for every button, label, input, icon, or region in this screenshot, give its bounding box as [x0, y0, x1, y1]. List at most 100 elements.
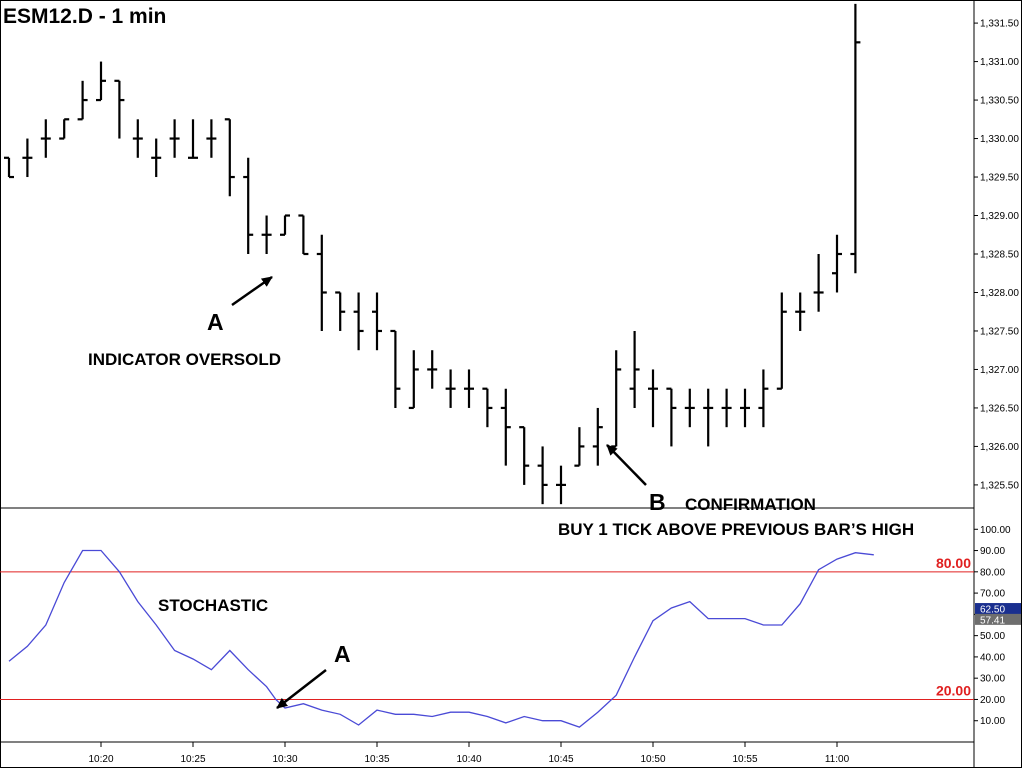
price-tick-label: 1,327.00 [980, 365, 1019, 376]
ohlc-bar [592, 407, 603, 466]
ohlc-bar [464, 369, 474, 408]
arrow-a-stochastic [276, 669, 327, 709]
stochastic-levels: 80.00 20.00 [0, 555, 974, 700]
price-bars [4, 3, 861, 505]
time-tick-label: 10:20 [88, 754, 113, 765]
annotation-b: B [649, 489, 666, 515]
ohlc-bar [372, 292, 382, 351]
stochastic-tick-label: 40.00 [980, 652, 1005, 663]
stochastic-tick-label: 80.00 [980, 567, 1005, 578]
annotation-stochastic: STOCHASTIC [158, 596, 268, 615]
ohlc-bar [22, 138, 33, 178]
stochastic-tick-label: 10.00 [980, 716, 1005, 727]
ohlc-bar [776, 292, 787, 390]
stochastic-tick-label: 70.00 [980, 589, 1005, 600]
ohlc-bar [740, 388, 750, 428]
stochastic-value-tag-label: 62.50 [980, 605, 1005, 616]
annotation-a-price: A [207, 309, 224, 335]
stochastic-tick-label: 20.00 [980, 695, 1005, 706]
ohlc-bar [408, 350, 419, 410]
ohlc-bar [666, 387, 677, 447]
ohlc-bar [427, 350, 438, 389]
stochastic-value-tag [975, 613, 1021, 625]
ohlc-bar [574, 427, 585, 467]
time-tick-label: 10:35 [364, 754, 389, 765]
price-tick-label: 1,327.50 [980, 326, 1019, 337]
ohlc-bar [813, 254, 824, 312]
ohlc-bar [445, 369, 456, 408]
time-tick-label: 10:55 [732, 754, 757, 765]
stochastic-line [8, 549, 874, 728]
ohlc-bar [684, 388, 695, 428]
ohlc-bar [114, 79, 125, 139]
ohlc-bar [519, 426, 530, 485]
ohlc-bar [629, 330, 640, 408]
ohlc-bar [353, 292, 364, 351]
price-tick-label: 1,329.00 [980, 211, 1019, 222]
ohlc-bar [206, 119, 217, 158]
ohlc-bar [335, 291, 346, 331]
price-tick-label: 1,331.00 [980, 57, 1019, 68]
ohlc-bar [4, 156, 14, 179]
time-tick-label: 10:50 [640, 754, 665, 765]
ohlc-bar [59, 118, 70, 140]
price-axis: 1,325.50 1,326.00 1,326.50 1,327.00 1,327.50… [974, 19, 1019, 491]
stochastic-level-label: 20.00 [936, 682, 971, 698]
time-tick-label: 10:45 [548, 754, 573, 765]
ohlc-bar [556, 465, 566, 505]
ohlc-bar [224, 118, 235, 197]
price-tick-label: 1,326.00 [980, 442, 1019, 453]
ohlc-bar [261, 215, 272, 254]
chart-title: ESM12.D - 1 min [3, 5, 166, 28]
price-tick-label: 1,330.00 [980, 134, 1019, 145]
ohlc-bar [151, 138, 162, 178]
price-tick-label: 1,330.50 [980, 96, 1019, 107]
ohlc-bar [132, 119, 143, 158]
ohlc-bar [243, 157, 254, 254]
ohlc-bar [482, 387, 493, 428]
time-tick-label: 11:00 [825, 754, 850, 765]
price-tick-label: 1,328.50 [980, 250, 1019, 261]
stochastic-tick-label: 50.00 [980, 631, 1005, 642]
stochastic-tick-label: 90.00 [980, 546, 1005, 557]
stochastic-value-tag [975, 603, 1021, 615]
ohlc-bar [648, 369, 658, 428]
ohlc-bar [40, 119, 51, 158]
ohlc-bar [832, 234, 842, 293]
stochastic-tick-label: 30.00 [980, 674, 1005, 685]
price-tick-label: 1,328.00 [980, 288, 1019, 299]
ohlc-bar [316, 234, 327, 331]
ohlc-bar [850, 3, 861, 274]
arrow-a-price [231, 275, 273, 307]
ohlc-bar [77, 80, 88, 121]
ohlc-bar [390, 329, 401, 408]
ohlc-bar [500, 388, 511, 466]
ohlc-bar [169, 119, 180, 158]
arrow-b [606, 444, 647, 486]
ohlc-bar [96, 61, 106, 102]
ohlc-bar [298, 214, 309, 256]
ohlc-bar [721, 388, 732, 428]
annotation-buy-rule: BUY 1 TICK ABOVE PREVIOUS BAR’S HIGH [558, 520, 914, 539]
ohlc-bar [758, 369, 769, 428]
price-tick-label: 1,326.50 [980, 403, 1019, 414]
time-axis: 10:20 10:25 10:30 10:35 10:40 10:45 10:50 10:55… [88, 742, 850, 765]
price-tick-label: 1,331.50 [980, 19, 1019, 30]
time-tick-label: 10:25 [180, 754, 205, 765]
annotations: A INDICATOR OVERSOLD B CONFIRMATION BUY … [88, 275, 914, 709]
price-tick-label: 1,325.50 [980, 480, 1019, 491]
ohlc-bar [280, 214, 290, 236]
ohlc-bar [537, 446, 548, 505]
annotation-a-stochastic: A [334, 641, 351, 667]
time-tick-label: 10:40 [456, 754, 481, 765]
ohlc-bar [795, 292, 806, 331]
annotation-confirmation: CONFIRMATION [685, 495, 816, 514]
stochastic-tick-label: 100.00 [980, 525, 1011, 536]
ohlc-bar [188, 119, 198, 159]
annotation-indicator-oversold: INDICATOR OVERSOLD [88, 350, 281, 369]
ohlc-bar [703, 388, 714, 447]
time-tick-label: 10:30 [272, 754, 297, 765]
